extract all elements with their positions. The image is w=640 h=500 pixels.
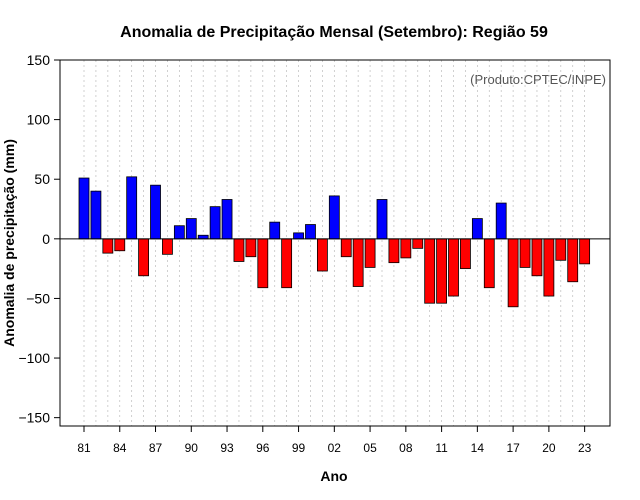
bar-2023	[579, 238, 591, 265]
bar-2021	[555, 238, 567, 261]
bar-2010	[424, 238, 436, 304]
bar-1991	[197, 234, 209, 240]
vertical-gridlines	[83, 60, 585, 426]
y-axis: −150 −100 −50 0 50 100 150	[18, 52, 60, 426]
x-tick-label: 08	[399, 441, 413, 455]
x-tick-label: 87	[149, 441, 163, 455]
y-axis-title: Anomalia de precipitação (mm)	[1, 139, 17, 347]
bar-1986	[138, 238, 150, 277]
bar-1984	[114, 238, 126, 252]
bar-2012	[448, 238, 459, 297]
bar-1993	[221, 199, 233, 240]
bar-1989	[173, 225, 185, 240]
x-tick-label: 23	[578, 441, 592, 455]
bar-1999	[293, 232, 304, 240]
bar-2001	[316, 238, 328, 272]
x-axis: 81 84 87 90 93 96 99 02 05 08 11 14 17 20 23	[77, 426, 592, 455]
bars	[78, 176, 591, 308]
x-tick-label: 93	[220, 441, 234, 455]
x-tick-label: 17	[506, 441, 520, 455]
y-tick-label: −100	[18, 350, 50, 366]
bar-2020	[543, 238, 555, 297]
bar-2008	[400, 238, 412, 259]
x-tick-label: 05	[363, 441, 377, 455]
y-tick-label: −150	[18, 410, 50, 426]
y-tick-label: 0	[42, 231, 50, 247]
x-tick-label: 14	[471, 441, 485, 455]
bar-1995	[245, 238, 257, 258]
bar-2002	[328, 195, 340, 240]
bar-2013	[460, 238, 471, 270]
bar-2014	[471, 218, 483, 240]
product-credit: (Produto:CPTEC/INPE)	[470, 72, 606, 87]
bar-1994	[233, 238, 245, 262]
bar-1990	[185, 218, 197, 240]
bar-1982	[90, 190, 102, 240]
bar-2019	[531, 238, 543, 277]
bar-1988	[162, 238, 173, 255]
bar-1985	[126, 176, 138, 240]
bar-2006	[376, 199, 388, 240]
x-tick-label: 02	[328, 441, 342, 455]
bar-1987	[150, 184, 161, 240]
x-tick-label: 96	[256, 441, 270, 455]
x-tick-label: 90	[185, 441, 199, 455]
bar-2004	[352, 238, 364, 287]
x-tick-label: 11	[435, 441, 448, 455]
y-tick-label: 100	[27, 112, 51, 128]
bar-1981	[78, 177, 90, 240]
y-tick-label: −50	[26, 290, 50, 306]
bar-2000	[305, 224, 316, 240]
bar-2022	[567, 238, 579, 283]
bar-1983	[102, 238, 114, 254]
bar-1992	[209, 206, 221, 240]
bar-2007	[388, 238, 400, 264]
x-tick-label: 99	[292, 441, 306, 455]
bar-1996	[257, 238, 269, 289]
bar-2011	[436, 238, 448, 304]
x-tick-label: 81	[77, 441, 91, 455]
bar-2017	[507, 238, 519, 308]
chart-title: Anomalia de Precipitação Mensal (Setembr…	[120, 24, 548, 41]
bar-1997	[269, 221, 281, 240]
bar-2005	[364, 238, 376, 268]
bar-2018	[519, 238, 531, 268]
bar-2003	[340, 238, 352, 258]
x-axis-title: Ano	[320, 468, 347, 484]
bar-2009	[412, 238, 424, 249]
bar-2016	[495, 202, 507, 240]
x-tick-label: 84	[113, 441, 127, 455]
x-tick-label: 20	[542, 441, 556, 455]
y-tick-label: 150	[27, 52, 51, 68]
bar-2015	[483, 238, 495, 289]
plot-frame	[59, 59, 611, 427]
y-tick-label: 50	[34, 171, 50, 187]
bar-1998	[281, 238, 293, 289]
